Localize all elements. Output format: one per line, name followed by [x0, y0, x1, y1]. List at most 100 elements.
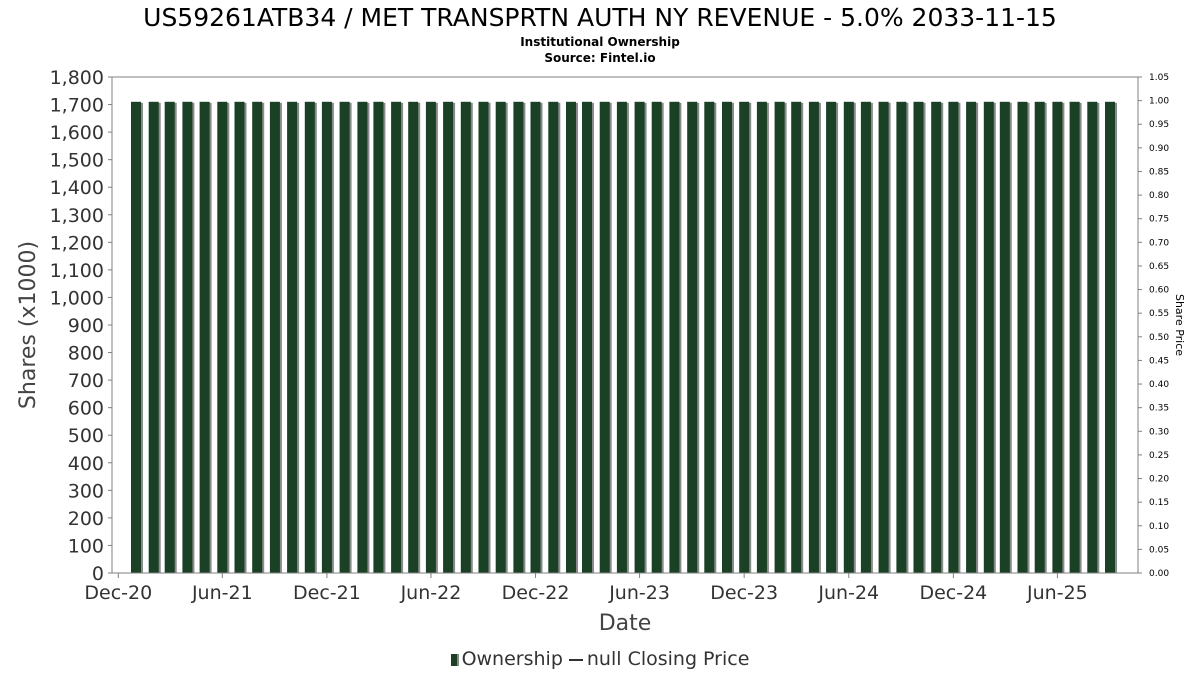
- bar-ownership-50: [999, 101, 1010, 574]
- x-tick-label: Jun-25: [1026, 582, 1088, 604]
- legend-price-line: [568, 658, 583, 661]
- bar-ownership-38: [791, 101, 802, 574]
- y2-tick-label: 0.45: [1149, 356, 1169, 366]
- y-tick-label: 900: [68, 315, 104, 337]
- bar-ownership-44: [896, 101, 907, 574]
- x-tick-label: Jun-23: [608, 582, 670, 604]
- y-tick-label: 1,200: [50, 232, 104, 254]
- bar-ownership-54: [1069, 101, 1080, 574]
- bar-ownership-12: [339, 101, 350, 574]
- bar-ownership-55: [1087, 101, 1098, 574]
- bar-ownership-15: [391, 101, 402, 574]
- bar-ownership-39: [808, 101, 819, 574]
- y2-tick-label: 0.70: [1149, 238, 1169, 248]
- y2-axis: 0.00 0.05 0.10 0.15 0.20 0.25 0.30 0.35 0.40 0.45…: [1138, 73, 1169, 579]
- bar-ownership-28: [616, 101, 627, 574]
- bar-ownership-19: [460, 101, 471, 574]
- bar-ownership-42: [860, 101, 871, 574]
- x-tick-label: Dec-24: [919, 582, 987, 604]
- y2-tick-label: 0.55: [1149, 309, 1169, 319]
- bar-ownership-17: [425, 101, 436, 574]
- y-tick-label: 1,800: [50, 67, 104, 89]
- bar-ownership-9: [287, 101, 298, 574]
- y-tick-label: 1,400: [50, 177, 104, 199]
- x-tick-label: Dec-20: [84, 582, 152, 604]
- x-tick-label: Jun-24: [817, 582, 879, 604]
- bar-ownership-37: [774, 101, 785, 574]
- bar-ownership-48: [966, 101, 977, 574]
- chart-title: US59261ATB34 / MET TRANSPRTN AUTH NY REV…: [143, 3, 1057, 32]
- legend-price-label: null Closing Price: [586, 648, 750, 670]
- bar-ownership-53: [1052, 101, 1063, 574]
- y2-tick-label: 0.15: [1149, 498, 1169, 508]
- chart-subtitle-source: Source: Fintel.io: [544, 51, 656, 65]
- bar-ownership-24: [548, 101, 559, 574]
- bar-ownership-30: [651, 101, 662, 574]
- bar-ownership-33: [704, 101, 715, 574]
- y2-tick-label: 0.60: [1149, 286, 1169, 296]
- bar-ownership-2: [164, 101, 175, 574]
- bar-ownership-7: [252, 101, 263, 574]
- bar-ownership-31: [669, 101, 680, 574]
- y-tick-label: 500: [68, 425, 104, 447]
- y-tick-label: 0: [92, 563, 104, 585]
- y-tick-label: 100: [68, 535, 104, 557]
- bar-ownership-29: [634, 101, 645, 574]
- bar-ownership-22: [513, 101, 524, 574]
- bar-ownership-26: [582, 101, 592, 574]
- bar-ownership-21: [495, 101, 506, 574]
- bar-ownership-0: [131, 101, 141, 574]
- legend-ownership-label: Ownership: [461, 648, 563, 670]
- bar-ownership-8: [269, 101, 280, 574]
- bar-ownership-47: [948, 101, 959, 574]
- bar-ownership-32: [687, 101, 698, 574]
- bar-ownership-13: [357, 101, 368, 574]
- bar-ownership-40: [826, 101, 837, 574]
- y2-tick-label: 0.40: [1149, 380, 1169, 390]
- y2-tick-label: 0.35: [1149, 404, 1169, 414]
- bar-ownership-18: [443, 101, 454, 574]
- bar-ownership-23: [530, 101, 541, 574]
- bar-ownership-56: [1105, 101, 1115, 574]
- bar-ownership-3: [182, 101, 193, 574]
- y-axis: 0 100 200 300 400 500 600 700 800 900 1,000 1,100 1,…: [50, 67, 112, 585]
- y2-tick-label: 0.65: [1149, 262, 1169, 272]
- x-tick-label: Dec-22: [502, 582, 570, 604]
- bar-ownership-41: [843, 101, 854, 574]
- bar-ownership-25: [566, 101, 576, 574]
- y2-tick-label: 0.90: [1149, 144, 1169, 154]
- bar-ownership-5: [217, 101, 228, 574]
- y-tick-label: 700: [68, 370, 104, 392]
- bar-ownership-52: [1034, 101, 1045, 574]
- y2-tick-label: 0.25: [1149, 451, 1169, 461]
- bar-ownership-49: [983, 101, 994, 574]
- bar-ownership-14: [373, 101, 384, 574]
- y-tick-label: 1,500: [50, 150, 104, 172]
- bar-ownership-11: [321, 101, 332, 574]
- x-axis: Dec-20 Jun-21 Dec-21 Jun-22 Dec-22 Jun-23 Dec-…: [84, 573, 1088, 604]
- bar-ownership-20: [478, 101, 489, 574]
- y2-tick-label: 0.00: [1149, 569, 1169, 579]
- y-tick-label: 1,600: [50, 122, 104, 144]
- y2-tick-label: 0.10: [1149, 522, 1169, 532]
- y-tick-label: 1,100: [50, 260, 104, 282]
- y-tick-label: 1,000: [50, 287, 104, 309]
- bar-ownership-6: [234, 101, 245, 574]
- x-tick-label: Dec-21: [293, 582, 361, 604]
- bar-ownership-45: [913, 101, 924, 574]
- y2-tick-label: 1.00: [1149, 97, 1169, 107]
- y2-tick-label: 0.75: [1149, 215, 1169, 225]
- y-tick-label: 300: [68, 480, 104, 502]
- y2-tick-label: 0.20: [1149, 475, 1169, 485]
- bar-ownership-43: [878, 101, 889, 574]
- y-tick-label: 200: [68, 508, 104, 530]
- chart-legend: Ownership null Closing Price: [0, 647, 1200, 671]
- y-axis-label: Shares (x1000): [16, 241, 41, 409]
- y2-tick-label: 0.80: [1149, 191, 1169, 201]
- x-tick-label: Dec-23: [710, 582, 778, 604]
- y-tick-label: 400: [68, 453, 104, 475]
- bar-ownership-46: [931, 101, 942, 574]
- bar-ownership-4: [199, 101, 210, 574]
- y2-tick-label: 0.95: [1149, 120, 1169, 130]
